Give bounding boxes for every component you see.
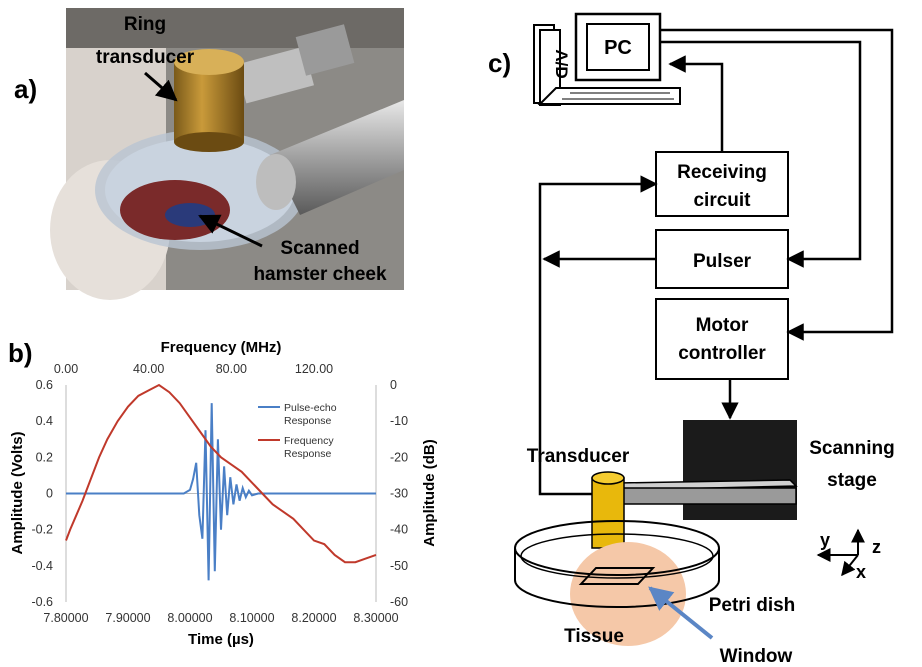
window-shape xyxy=(578,567,656,585)
axis-z-label: z xyxy=(872,537,881,557)
ad-label: A/D xyxy=(552,49,571,78)
wire-transducer-to-receiver xyxy=(538,175,658,496)
tissue-label: Tissue xyxy=(564,626,624,647)
panel-label-a: a) xyxy=(14,74,37,104)
x-tick-label: 8.20000 xyxy=(291,611,336,625)
series-frequency xyxy=(65,383,377,564)
tick-layer: 7.80000 7.90000 8.00000 8.10000 8.20000 8.300… xyxy=(31,362,408,625)
y-tick-label: -0.4 xyxy=(31,559,53,573)
x-tick-label: 8.00000 xyxy=(167,611,212,625)
pulser-label: Pulser xyxy=(693,251,752,272)
petri-label: Petri dish xyxy=(709,595,796,616)
stage-label-2: stage xyxy=(827,470,877,491)
x2-axis-title: Frequency (MHz) xyxy=(161,339,282,356)
y2-tick-label: 0 xyxy=(390,378,397,392)
window-label: Window xyxy=(720,646,793,667)
y-tick-label: 0 xyxy=(46,487,53,501)
label-transducer: transducer xyxy=(96,47,195,68)
label-hamster-cheek: hamster cheek xyxy=(253,264,387,285)
series-layer xyxy=(65,383,377,581)
y2-tick-label: -10 xyxy=(390,414,408,428)
y-tick-label: 0.4 xyxy=(36,414,53,428)
x-tick-label: 7.80000 xyxy=(43,611,88,625)
transducer xyxy=(591,477,625,549)
wire-pc-to-pulser xyxy=(660,40,862,268)
wire-receiver-to-pc xyxy=(668,55,724,152)
y-tick-label: 0.6 xyxy=(36,378,53,392)
receiving-label-1: Receiving xyxy=(677,162,767,183)
y2-tick-label: -40 xyxy=(390,523,408,537)
x-tick-label: 7.90000 xyxy=(105,611,150,625)
keyboard xyxy=(537,87,681,105)
x-tick-label: 8.10000 xyxy=(229,611,274,625)
photo-panel: Ring transducer Scanned hamster cheek xyxy=(50,8,404,300)
legend: Pulse-echo Response Frequency Response xyxy=(258,402,337,460)
scanning-stage xyxy=(683,420,797,520)
y-tick-label: 0.2 xyxy=(36,450,53,464)
y-axis-title: Amplitude (Volts) xyxy=(9,431,26,554)
holder-rod xyxy=(270,100,404,215)
transducer-label: Transducer xyxy=(527,446,630,467)
ring-transducer-photo xyxy=(174,62,244,142)
chart: 7.80000 7.90000 8.00000 8.10000 8.20000 8.300… xyxy=(9,339,438,648)
y-tick-label: -0.6 xyxy=(31,595,53,609)
y2-tick-label: -50 xyxy=(390,559,408,573)
pc-label: PC xyxy=(604,37,632,59)
system-diagram: A/D PC Receiving circuit Pulser Motor co… xyxy=(514,12,895,667)
receiving-label-2: circuit xyxy=(693,190,751,211)
motor-label-1: Motor xyxy=(696,315,749,336)
y2-tick-label: -20 xyxy=(390,450,408,464)
label-ring: Ring xyxy=(124,14,166,35)
axes-indicator: z y x xyxy=(816,528,881,582)
petri-dish-wall xyxy=(514,548,720,608)
scanner-arm xyxy=(619,487,797,505)
x2-tick-label: 80.00 xyxy=(216,362,247,376)
x2-tick-label: 120.00 xyxy=(295,362,333,376)
y2-tick-label: -30 xyxy=(390,487,408,501)
series-pulse-echo xyxy=(66,403,376,581)
stage-label-1: Scanning xyxy=(809,438,895,459)
y2-tick-label: -60 xyxy=(390,595,408,609)
legend-label-freq-2: Response xyxy=(284,448,331,460)
x2-tick-label: 40.00 xyxy=(133,362,164,376)
arrow-to-transducer xyxy=(144,71,178,102)
panel-label-c: c) xyxy=(488,48,511,78)
y2-axis-title: Amplitude (dB) xyxy=(421,439,438,546)
wire-pc-to-motor xyxy=(660,28,894,341)
legend-label-pulse-2: Response xyxy=(284,415,331,427)
x-tick-label: 8.30000 xyxy=(353,611,398,625)
label-scanned: Scanned xyxy=(280,238,359,259)
legend-label-pulse-1: Pulse-echo xyxy=(284,402,337,414)
y-tick-label: -0.2 xyxy=(31,523,53,537)
axis-x-label: x xyxy=(856,562,866,582)
arrow-to-cheek xyxy=(198,214,263,248)
motor-controller-box xyxy=(655,298,789,380)
receiving-circuit-box xyxy=(655,151,789,217)
x-axis-title: Time (µs) xyxy=(188,631,254,648)
petri-dish-rim xyxy=(514,520,720,576)
axis-y-label: y xyxy=(820,530,830,550)
panel-label-b: b) xyxy=(8,338,33,368)
arrow-to-window xyxy=(648,586,714,640)
motor-label-2: controller xyxy=(678,343,766,364)
x2-tick-label: 0.00 xyxy=(54,362,78,376)
legend-label-freq-1: Frequency xyxy=(284,435,334,447)
